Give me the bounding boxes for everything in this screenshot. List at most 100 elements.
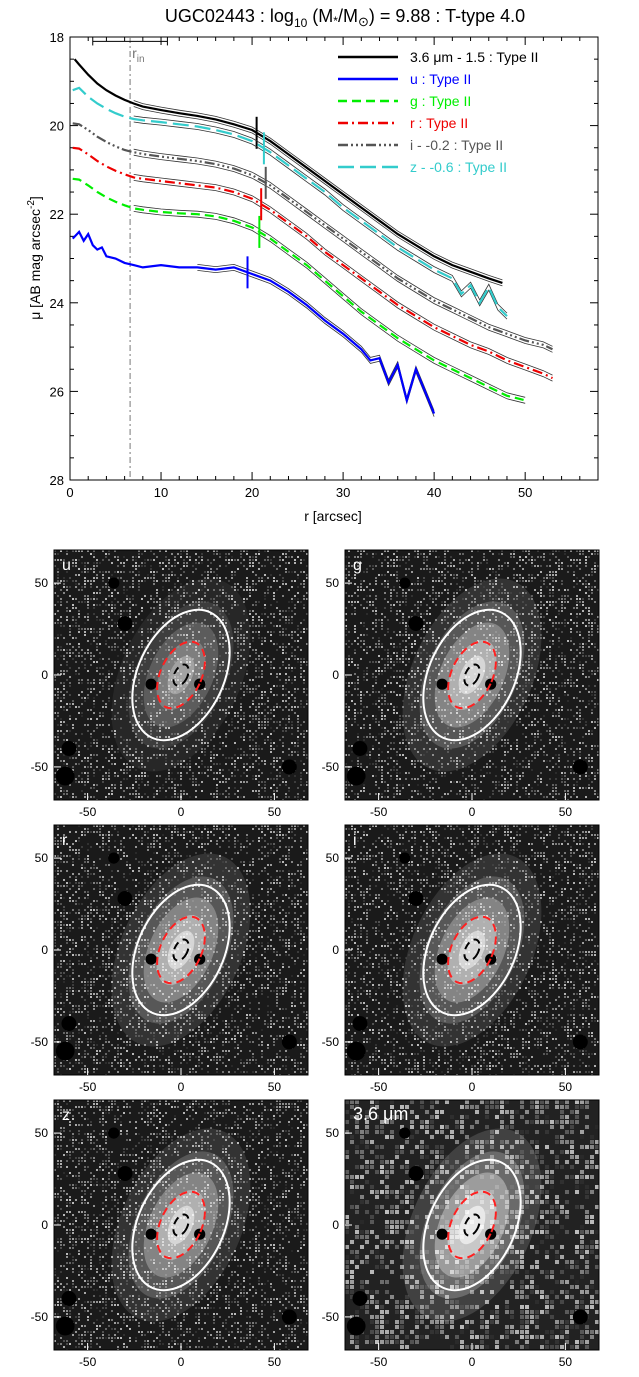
noise-pixel — [168, 778, 170, 780]
noise-pixel — [432, 793, 434, 795]
noise-pixel — [66, 739, 68, 741]
noise-pixel — [498, 697, 500, 699]
noise-pixel — [426, 733, 428, 735]
noise-pixel — [273, 658, 275, 660]
noise-pixel — [261, 655, 263, 657]
noise-pixel — [423, 796, 425, 798]
noise-pixel — [156, 571, 158, 573]
noise-pixel — [261, 787, 263, 789]
noise-pixel — [150, 622, 152, 624]
noise-pixel — [123, 601, 125, 603]
noise-pixel — [504, 637, 506, 639]
noise-pixel — [360, 622, 362, 624]
noise-pixel — [87, 679, 89, 681]
noise-pixel — [72, 700, 74, 702]
noise-pixel — [63, 673, 65, 675]
noise-pixel — [90, 553, 92, 555]
noise-pixel — [180, 634, 182, 636]
noise-pixel — [384, 727, 386, 729]
noise-pixel — [186, 793, 188, 795]
noise-pixel — [300, 784, 302, 786]
noise-pixel — [348, 655, 350, 657]
noise-pixel — [294, 580, 296, 582]
noise-pixel — [279, 673, 281, 675]
noise-pixel — [381, 766, 383, 768]
noise-pixel — [453, 598, 455, 600]
noise-pixel — [240, 634, 242, 636]
noise-pixel — [264, 580, 266, 582]
noise-pixel — [357, 724, 359, 726]
noise-pixel — [72, 703, 74, 705]
noise-pixel — [87, 724, 89, 726]
noise-pixel — [102, 745, 104, 747]
noise-pixel — [234, 754, 236, 756]
noise-pixel — [411, 589, 413, 591]
noise-pixel — [180, 703, 182, 705]
noise-pixel — [207, 766, 209, 768]
noise-pixel — [390, 589, 392, 591]
noise-pixel — [279, 610, 281, 612]
noise-pixel — [132, 625, 134, 627]
noise-pixel — [540, 601, 542, 603]
noise-pixel — [156, 775, 158, 777]
noise-pixel — [474, 787, 476, 789]
noise-pixel — [123, 646, 125, 648]
noise-pixel — [360, 634, 362, 636]
noise-pixel — [489, 796, 491, 798]
noise-pixel — [522, 550, 524, 552]
noise-pixel — [495, 571, 497, 573]
noise-pixel — [132, 679, 134, 681]
noise-pixel — [243, 754, 245, 756]
noise-pixel — [105, 583, 107, 585]
noise-pixel — [270, 673, 272, 675]
noise-pixel — [456, 721, 458, 723]
noise-pixel — [207, 727, 209, 729]
noise-pixel — [201, 601, 203, 603]
noise-pixel — [366, 670, 368, 672]
noise-pixel — [471, 622, 473, 624]
noise-pixel — [84, 580, 86, 582]
noise-pixel — [222, 688, 224, 690]
noise-pixel — [102, 601, 104, 603]
noise-pixel — [201, 622, 203, 624]
noise-pixel — [270, 727, 272, 729]
series-4-fit-upper — [133, 148, 553, 347]
noise-pixel — [60, 706, 62, 708]
noise-pixel — [255, 631, 257, 633]
noise-pixel — [102, 733, 104, 735]
noise-pixel — [129, 754, 131, 756]
noise-pixel — [222, 589, 224, 591]
noise-pixel — [165, 760, 167, 762]
noise-pixel — [135, 781, 137, 783]
noise-pixel — [543, 796, 545, 798]
noise-pixel — [369, 604, 371, 606]
noise-pixel — [468, 718, 470, 720]
noise-pixel — [294, 679, 296, 681]
noise-pixel — [276, 703, 278, 705]
noise-pixel — [306, 688, 308, 690]
noise-pixel — [387, 691, 389, 693]
noise-pixel — [87, 697, 89, 699]
noise-pixel — [81, 691, 83, 693]
noise-pixel — [417, 778, 419, 780]
noise-pixel — [111, 637, 113, 639]
noise-pixel — [240, 685, 242, 687]
noise-pixel — [99, 691, 101, 693]
noise-pixel — [189, 679, 191, 681]
noise-pixel — [108, 787, 110, 789]
noise-pixel — [144, 766, 146, 768]
noise-pixel — [90, 598, 92, 600]
noise-pixel — [282, 745, 284, 747]
noise-pixel — [285, 553, 287, 555]
noise-pixel — [141, 640, 143, 642]
noise-pixel — [288, 679, 290, 681]
noise-pixel — [288, 703, 290, 705]
noise-pixel — [285, 706, 287, 708]
noise-pixel — [75, 574, 77, 576]
noise-pixel — [459, 730, 461, 732]
noise-pixel — [462, 697, 464, 699]
noise-pixel — [222, 592, 224, 594]
noise-pixel — [168, 613, 170, 615]
noise-pixel — [177, 760, 179, 762]
noise-pixel — [57, 601, 59, 603]
